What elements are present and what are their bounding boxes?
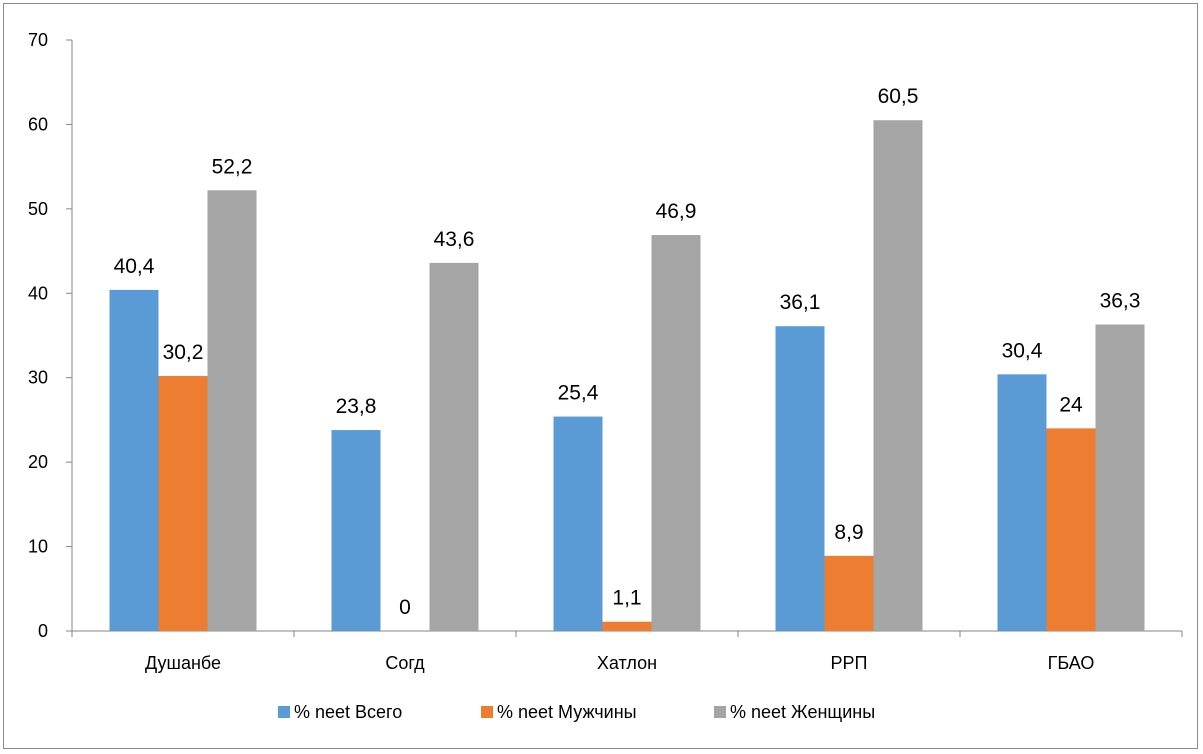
x-category-label: ГБАО <box>1048 653 1095 673</box>
y-tick-label: 30 <box>28 368 48 388</box>
bar <box>207 190 257 632</box>
data-label: 0 <box>399 596 411 619</box>
bar <box>1095 324 1145 631</box>
bar <box>1046 428 1096 631</box>
data-label: 25,4 <box>558 382 599 405</box>
bar <box>553 416 603 631</box>
axes: 0 10 20 30 40 50 60 70 Душанбе Согд Хатлон РРП ГБАО <box>28 30 1183 673</box>
legend-label: % neet Всего <box>294 702 402 722</box>
y-tick-label: 20 <box>28 452 48 472</box>
x-category-label: Согд <box>385 653 425 673</box>
bar <box>824 555 874 631</box>
bars <box>109 120 1145 632</box>
x-category-label: Душанбе <box>145 653 221 673</box>
bar <box>651 235 701 631</box>
data-label: 52,2 <box>212 155 253 178</box>
data-label: 46,9 <box>656 200 697 223</box>
data-labels: 40,4 23,8 25,4 36,1 30,4 30,2 0 1,1 8,9 24 52,2 43,… <box>114 85 1141 619</box>
data-label: 40,4 <box>114 255 155 278</box>
y-tick-label: 70 <box>28 30 48 50</box>
bar <box>997 374 1047 631</box>
legend-swatch <box>481 706 493 718</box>
data-label: 36,3 <box>1100 290 1141 313</box>
legend-label: % neet Женщины <box>730 702 875 722</box>
bar <box>109 289 159 631</box>
y-tick-label: 0 <box>38 621 48 641</box>
y-tick-label: 40 <box>28 283 48 303</box>
y-tick-label: 50 <box>28 199 48 219</box>
data-label: 30,2 <box>163 341 204 364</box>
x-category-label: РРП <box>831 653 868 673</box>
bar <box>602 621 652 631</box>
bar <box>158 376 208 631</box>
legend-swatch <box>714 706 726 718</box>
legend-swatch <box>278 706 290 718</box>
data-label: 43,6 <box>434 228 475 251</box>
data-label: 1,1 <box>612 587 641 610</box>
bar <box>873 120 923 631</box>
data-label: 60,5 <box>878 85 919 108</box>
data-label: 30,4 <box>1002 339 1043 362</box>
bar <box>429 262 479 631</box>
data-label: 8,9 <box>834 521 863 544</box>
y-tick-label: 10 <box>28 537 48 557</box>
legend-label: % neet Мужчины <box>497 702 637 722</box>
bar <box>331 430 381 631</box>
data-label: 36,1 <box>780 291 821 314</box>
y-tick-label: 60 <box>28 114 48 134</box>
data-label: 23,8 <box>336 395 377 418</box>
bar <box>775 326 825 631</box>
legend: % neet Всего % neet Мужчины % neet Женщины <box>278 702 875 722</box>
data-label: 24 <box>1059 393 1083 416</box>
x-category-label: Хатлон <box>597 653 657 673</box>
